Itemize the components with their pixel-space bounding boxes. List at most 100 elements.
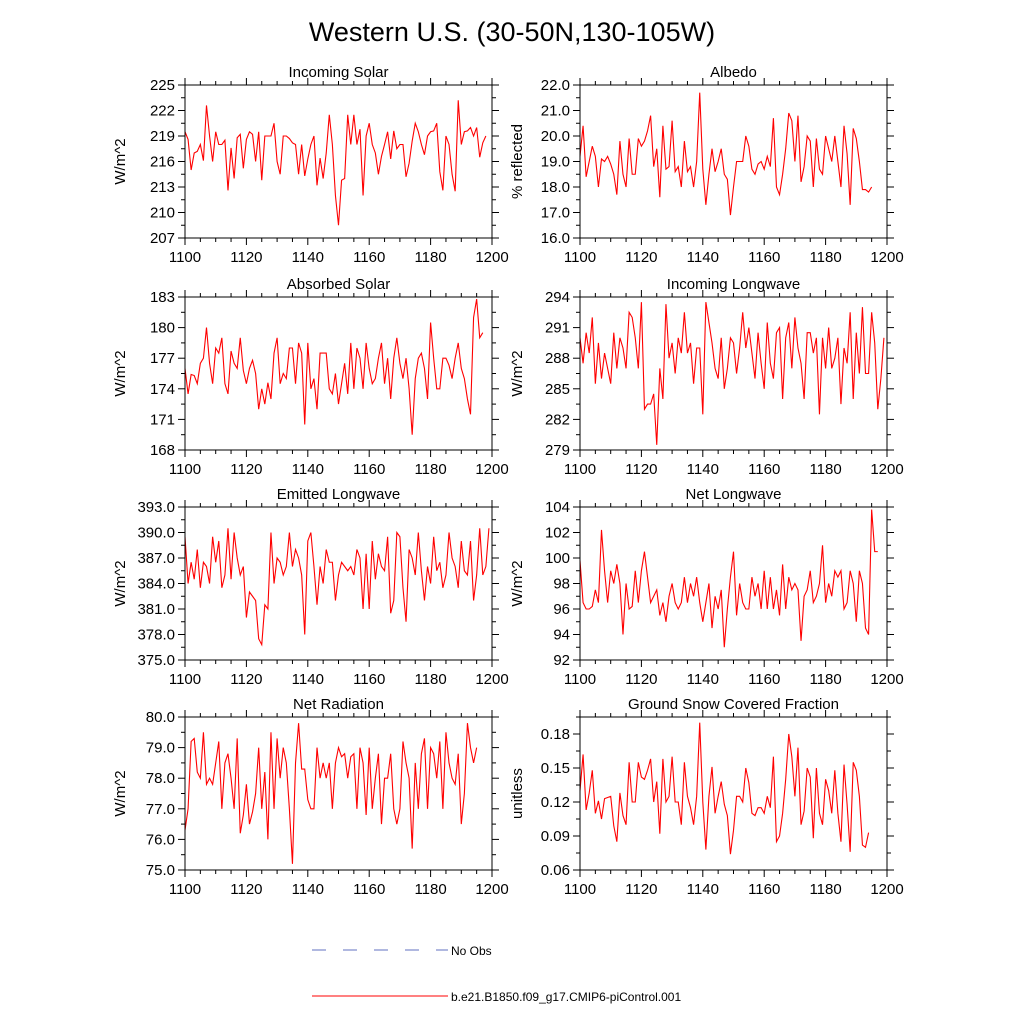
incoming-longwave-series-line <box>579 302 885 445</box>
albedo-ytick-label: 19.0 <box>541 154 570 171</box>
incoming-longwave-ytick-label: 294 <box>545 289 570 306</box>
incoming-solar-ytick-label: 225 <box>150 77 175 94</box>
ground-snow-covered-fraction-plot-frame <box>579 716 888 871</box>
albedo-ytick-label: 21.0 <box>541 103 570 120</box>
net-radiation-title: Net Radiation <box>293 696 384 713</box>
ground-snow-covered-fraction-ytick-label: 0.18 <box>541 726 570 743</box>
panel-emitted-longwave: 1100 1120 1140 1160 1180 1200 375.0 378.0 381.0 3… <box>112 486 509 688</box>
albedo-xtick-label: 1100 <box>564 249 596 266</box>
net-radiation-series-line <box>184 723 478 864</box>
net-longwave-ytick-label: 100 <box>545 550 570 567</box>
emitted-longwave-xtick-label: 1200 <box>475 671 508 688</box>
albedo-title: Albedo <box>710 64 757 81</box>
net-longwave-ylabel: W/m^2 <box>509 560 526 606</box>
emitted-longwave-plot-frame <box>184 506 493 661</box>
net-radiation-ytick-label: 80.0 <box>146 709 175 726</box>
ground-snow-covered-fraction-ytick-label: 0.09 <box>541 828 570 845</box>
net-radiation-ytick-label: 79.0 <box>146 740 175 757</box>
albedo-ytick-label: 18.0 <box>541 179 570 196</box>
net-longwave-xtick-label: 1160 <box>748 671 780 688</box>
incoming-solar-title: Incoming Solar <box>288 64 388 81</box>
panel-incoming-solar: 1100 1120 1140 1160 1180 1200 207 210 213 216 219 2… <box>112 64 509 266</box>
albedo-ytick-label: 20.0 <box>541 128 570 145</box>
absorbed-solar-xtick-label: 1160 <box>353 461 385 478</box>
absorbed-solar-title: Absorbed Solar <box>287 276 390 293</box>
net-longwave-ytick-label: 102 <box>545 525 570 542</box>
incoming-solar-xtick-label: 1120 <box>230 249 262 266</box>
albedo-xtick-label: 1160 <box>748 249 780 266</box>
absorbed-solar-ytick-label: 168 <box>150 442 175 459</box>
panel-net-longwave: 1100 1120 1140 1160 1180 1200 92 94 96 98 100 102 10… <box>509 486 904 688</box>
emitted-longwave-xtick-label: 1160 <box>353 671 385 688</box>
incoming-longwave-xtick-label: 1120 <box>625 461 657 478</box>
emitted-longwave-ytick-label: 384.0 <box>137 576 175 593</box>
panel-net-radiation: 1100 1120 1140 1160 1180 1200 75.0 76.0 77.0 78.0… <box>112 696 509 898</box>
incoming-longwave-ytick-label: 288 <box>545 350 570 367</box>
ground-snow-covered-fraction-ylabel: unitless <box>509 768 526 819</box>
net-longwave-series-line <box>579 509 878 648</box>
incoming-solar-ytick-label: 219 <box>150 128 175 145</box>
incoming-solar-ytick-label: 213 <box>150 179 175 196</box>
albedo-ylabel: % reflected <box>509 124 526 199</box>
ground-snow-covered-fraction-ytick-label: 0.06 <box>541 862 570 879</box>
ground-snow-covered-fraction-xtick-label: 1160 <box>748 881 780 898</box>
net-radiation-ytick-label: 76.0 <box>146 831 175 848</box>
absorbed-solar-ytick-label: 177 <box>150 350 175 367</box>
figure-legend: No Obs b.e21.B1850.f09_g17.CMIP6-piContro… <box>312 944 681 1004</box>
panel-ground-snow-covered-fraction: 1100 1120 1140 1160 1180 1200 0.06 0.09 0.12 0.15… <box>509 696 904 898</box>
panel-albedo: 1100 1120 1140 1160 1180 1200 16.0 17.0 18.0 19.0… <box>509 64 904 266</box>
ground-snow-covered-fraction-xtick-label: 1120 <box>625 881 657 898</box>
incoming-solar-xtick-label: 1100 <box>169 249 201 266</box>
incoming-solar-ytick-label: 222 <box>150 103 175 120</box>
net-longwave-ytick-label: 98 <box>553 576 570 593</box>
legend-label: No Obs <box>451 944 492 958</box>
albedo-ytick-label: 22.0 <box>541 77 570 94</box>
albedo-xtick-label: 1140 <box>687 249 719 266</box>
ground-snow-covered-fraction-xtick-label: 1200 <box>870 881 903 898</box>
albedo-ytick-label: 16.0 <box>541 230 570 247</box>
incoming-solar-ytick-label: 210 <box>150 205 175 222</box>
incoming-longwave-xtick-label: 1160 <box>748 461 780 478</box>
incoming-solar-xtick-label: 1200 <box>475 249 508 266</box>
albedo-plot-frame <box>579 84 888 239</box>
emitted-longwave-ytick-label: 381.0 <box>137 601 175 618</box>
incoming-solar-xtick-label: 1180 <box>414 249 446 266</box>
albedo-ytick-label: 17.0 <box>541 205 570 222</box>
net-radiation-ytick-label: 78.0 <box>146 770 175 787</box>
figure-title: Western U.S. (30-50N,130-105W) <box>309 17 715 47</box>
emitted-longwave-ylabel: W/m^2 <box>112 560 129 606</box>
incoming-longwave-ytick-label: 282 <box>545 411 570 428</box>
absorbed-solar-ylabel: W/m^2 <box>112 350 129 396</box>
net-radiation-xtick-label: 1140 <box>292 881 324 898</box>
ground-snow-covered-fraction-ytick-label: 0.12 <box>541 794 570 811</box>
net-longwave-ytick-label: 104 <box>545 499 570 516</box>
net-longwave-ytick-label: 94 <box>553 627 570 644</box>
ground-snow-covered-fraction-series-line <box>579 722 870 855</box>
net-longwave-ytick-label: 92 <box>553 652 570 669</box>
absorbed-solar-xtick-label: 1200 <box>475 461 508 478</box>
emitted-longwave-xtick-label: 1100 <box>169 671 201 688</box>
incoming-solar-series-line <box>184 100 487 226</box>
emitted-longwave-title: Emitted Longwave <box>277 486 400 503</box>
ground-snow-covered-fraction-ytick-label: 0.15 <box>541 760 570 777</box>
incoming-longwave-xtick-label: 1180 <box>809 461 841 478</box>
net-radiation-xtick-label: 1180 <box>414 881 446 898</box>
ground-snow-covered-fraction-xtick-label: 1180 <box>809 881 841 898</box>
ground-snow-covered-fraction-xtick-label: 1100 <box>564 881 596 898</box>
emitted-longwave-ytick-label: 387.0 <box>137 550 175 567</box>
net-longwave-title: Net Longwave <box>686 486 782 503</box>
incoming-longwave-ytick-label: 279 <box>545 442 570 459</box>
incoming-solar-ylabel: W/m^2 <box>112 138 129 184</box>
ground-snow-covered-fraction-xtick-label: 1140 <box>687 881 719 898</box>
legend-label: b.e21.B1850.f09_g17.CMIP6-piControl.001 <box>451 990 681 1004</box>
net-longwave-xtick-label: 1180 <box>809 671 841 688</box>
ground-snow-covered-fraction-title: Ground Snow Covered Fraction <box>628 696 839 713</box>
absorbed-solar-xtick-label: 1180 <box>414 461 446 478</box>
absorbed-solar-ytick-label: 183 <box>150 289 175 306</box>
emitted-longwave-ytick-label: 378.0 <box>137 627 175 644</box>
albedo-xtick-label: 1120 <box>625 249 657 266</box>
incoming-longwave-xtick-label: 1140 <box>687 461 719 478</box>
incoming-longwave-xtick-label: 1200 <box>870 461 903 478</box>
albedo-xtick-label: 1180 <box>809 249 841 266</box>
